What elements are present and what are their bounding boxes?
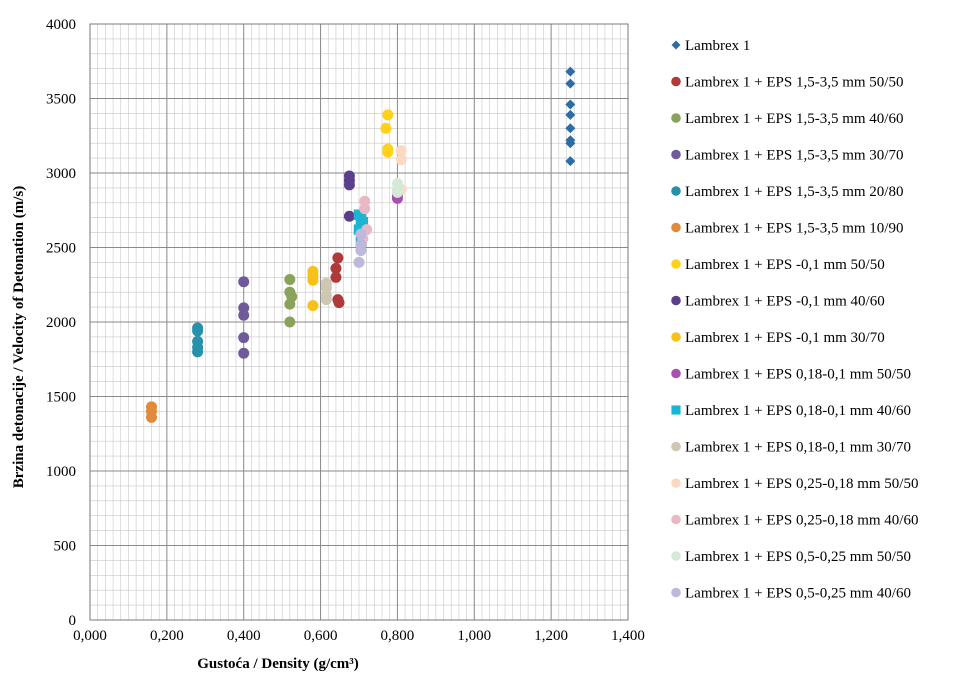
data-point-series-1 [565, 109, 576, 120]
data-point-series-4 [238, 309, 250, 321]
data-point-series-3 [284, 298, 296, 310]
legend-entry-3: Lambrex 1 + EPS 1,5-3,5 mm 40/60 [685, 111, 903, 127]
data-point-series-16 [355, 228, 367, 240]
data-point-series-7 [382, 146, 394, 158]
data-point-series-11 [357, 216, 369, 228]
data-point-series-1 [565, 123, 576, 134]
legend-marker-12 [671, 441, 681, 452]
data-point-series-1 [565, 66, 576, 77]
legend-entry-16: Lambrex 1 + EPS 0,5-0,25 mm 40/60 [685, 586, 911, 602]
legend-entry-7: Lambrex 1 + EPS -0,1 mm 50/50 [685, 257, 885, 273]
legend-entry-10: Lambrex 1 + EPS 0,18-0,1 mm 50/50 [685, 367, 911, 383]
legend-entry-6: Lambrex 1 + EPS 1,5-3,5 mm 10/90 [685, 221, 903, 237]
data-point-series-14 [359, 203, 371, 215]
legend-marker-7 [671, 259, 681, 269]
x-tick-label: 0,200 [150, 628, 184, 644]
data-point-series-9 [307, 300, 319, 312]
legend-entry-8: Lambrex 1 + EPS -0,1 mm 40/60 [685, 294, 885, 310]
data-point-series-2 [333, 297, 345, 309]
legend-marker-13 [671, 478, 681, 488]
data-point-series-12 [320, 294, 332, 306]
data-point-series-7 [380, 122, 392, 134]
x-tick-label: 0,600 [304, 628, 338, 644]
legend-marker-3 [671, 113, 681, 123]
legend-marker-14 [671, 514, 681, 525]
legend-marker-1 [671, 40, 681, 50]
data-point-series-1 [565, 99, 576, 110]
legend-entry-13: Lambrex 1 + EPS 0,25-0,18 mm 50/50 [685, 476, 918, 492]
y-tick-label: 1000 [46, 464, 76, 480]
x-tick-label: 1,000 [457, 628, 491, 644]
data-points [145, 66, 576, 423]
legend-marker-15 [671, 551, 681, 561]
legend-marker-6 [671, 222, 681, 233]
y-axis-title: Brzina detonacije / Velocity of Detonati… [11, 186, 27, 488]
x-tick-label: 1,200 [534, 628, 568, 644]
plot-border [89, 23, 629, 621]
legend-entry-5: Lambrex 1 + EPS 1,5-3,5 mm 20/80 [685, 184, 903, 200]
y-tick-label: 3500 [46, 92, 76, 108]
y-tick-label: 0 [69, 613, 77, 629]
data-point-series-16 [353, 256, 365, 268]
y-tick-label: 2000 [46, 315, 76, 331]
y-tick-label: 2500 [46, 241, 76, 257]
data-point-series-1 [565, 78, 576, 89]
data-point-series-15 [391, 186, 403, 198]
y-tick-label: 1500 [46, 390, 76, 406]
legend-marker-8 [671, 295, 681, 306]
data-point-series-4 [238, 332, 250, 344]
data-point-series-2 [330, 271, 342, 283]
data-point-series-4 [238, 347, 250, 359]
data-point-series-13 [395, 154, 407, 166]
legend-marker-9 [671, 332, 681, 342]
legend-entry-4: Lambrex 1 + EPS 1,5-3,5 mm 30/70 [685, 148, 903, 164]
data-point-series-5 [192, 346, 204, 358]
data-point-series-3 [284, 316, 296, 328]
y-tick-label: 500 [54, 539, 77, 555]
data-point-series-2 [332, 252, 344, 264]
data-point-series-3 [284, 274, 296, 286]
x-tick-labels: 0,000 0,200 0,400 0,600 0,800 1,000 1,200 1,400 [73, 628, 645, 644]
data-point-series-5 [192, 325, 204, 337]
legend-entry-1: Lambrex 1 [685, 38, 750, 54]
data-point-series-1 [565, 156, 576, 167]
data-point-series-4 [238, 276, 250, 288]
y-tick-label: 3000 [46, 166, 76, 182]
x-axis-title: Gustoća / Density (g/cm³) [197, 656, 359, 672]
legend-marker-4 [671, 149, 681, 160]
legend-entry-2: Lambrex 1 + EPS 1,5-3,5 mm 50/50 [685, 75, 903, 91]
legend-marker-5 [671, 186, 681, 196]
x-tick-label: 0,800 [381, 628, 415, 644]
legend-marker-10 [671, 368, 681, 379]
x-tick-label: 1,400 [611, 628, 645, 644]
legend: Lambrex 1 Lambrex 1 + EPS 1,5-3,5 mm 50/5… [671, 38, 918, 602]
data-point-series-8 [343, 179, 355, 191]
y-tick-labels: 0 500 1000 1500 2000 2500 3000 3500 4000 [46, 17, 76, 629]
y-tick-label: 4000 [46, 17, 76, 33]
legend-entry-11: Lambrex 1 + EPS 0,18-0,1 mm 40/60 [685, 403, 911, 419]
data-point-series-6 [145, 411, 157, 423]
x-tick-label: 0,400 [227, 628, 261, 644]
data-point-series-1 [565, 138, 576, 149]
x-tick-label: 0,000 [73, 628, 107, 644]
plot-area-frame [89, 23, 629, 621]
data-point-series-2 [330, 262, 342, 274]
legend-marker-11 [671, 405, 681, 415]
legend-entry-12: Lambrex 1 + EPS 0,18-0,1 mm 30/70 [685, 440, 911, 456]
data-point-series-9 [307, 274, 319, 286]
legend-entry-14: Lambrex 1 + EPS 0,25-0,18 mm 40/60 [685, 513, 918, 529]
data-point-series-16 [355, 244, 367, 256]
legend-marker-2 [671, 76, 681, 87]
legend-marker-16 [671, 587, 681, 598]
legend-entry-15: Lambrex 1 + EPS 0,5-0,25 mm 50/50 [685, 549, 911, 565]
data-point-series-7 [382, 109, 394, 121]
data-point-series-13 [395, 145, 407, 157]
legend-entry-9: Lambrex 1 + EPS -0,1 mm 30/70 [685, 330, 885, 346]
data-point-series-8 [343, 210, 355, 222]
